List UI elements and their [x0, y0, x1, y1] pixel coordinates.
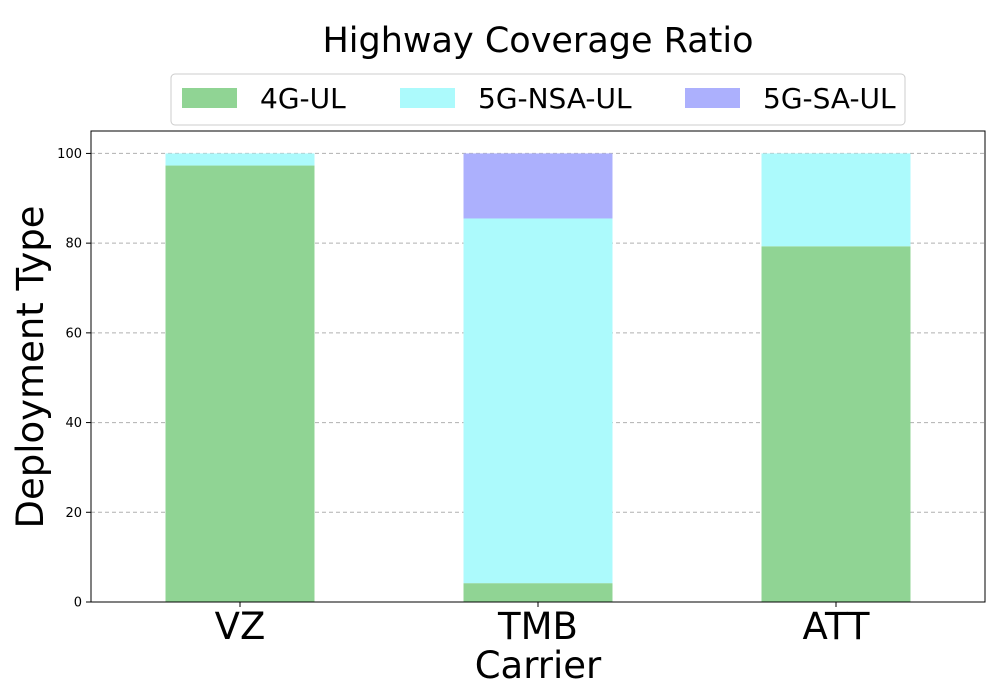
y-tick-label: 40	[65, 416, 82, 431]
chart-title: Highway Coverage Ratio	[322, 21, 753, 61]
y-tick-label: 100	[57, 147, 82, 162]
x-axis-label: Carrier	[475, 644, 602, 687]
legend-swatch	[182, 88, 237, 108]
y-axis-label: Deployment Type	[9, 205, 52, 528]
y-tick-label: 60	[65, 326, 82, 341]
legend-swatch	[685, 88, 740, 108]
y-tick-label: 20	[65, 506, 82, 521]
legend-label: 5G-NSA-UL	[478, 82, 632, 115]
bar-segment	[463, 218, 613, 584]
bar-segment	[463, 153, 613, 219]
plot-frame	[90, 130, 986, 603]
bars	[165, 153, 911, 603]
bar-segment	[165, 165, 315, 603]
legend: 4G-UL 5G-NSA-UL 5G-SA-UL	[170, 73, 906, 126]
y-axis-ticks: 0 20 40 60 80 100	[57, 147, 91, 611]
bar-segment	[165, 153, 315, 166]
x-tick-label: TMB	[497, 605, 578, 648]
legend-frame	[170, 73, 906, 126]
legend-label: 5G-SA-UL	[763, 82, 896, 115]
x-axis-ticks: VZ TMB ATT	[215, 602, 870, 648]
y-tick-label: 0	[74, 596, 82, 611]
legend-label: 4G-UL	[260, 82, 346, 115]
x-tick-label: ATT	[803, 605, 870, 648]
bar-segment	[761, 153, 911, 247]
bar-segment	[761, 246, 911, 603]
bar-segment	[463, 583, 613, 602]
legend-swatch	[400, 88, 455, 108]
y-tick-label: 80	[65, 237, 82, 252]
x-tick-label: VZ	[215, 605, 266, 648]
